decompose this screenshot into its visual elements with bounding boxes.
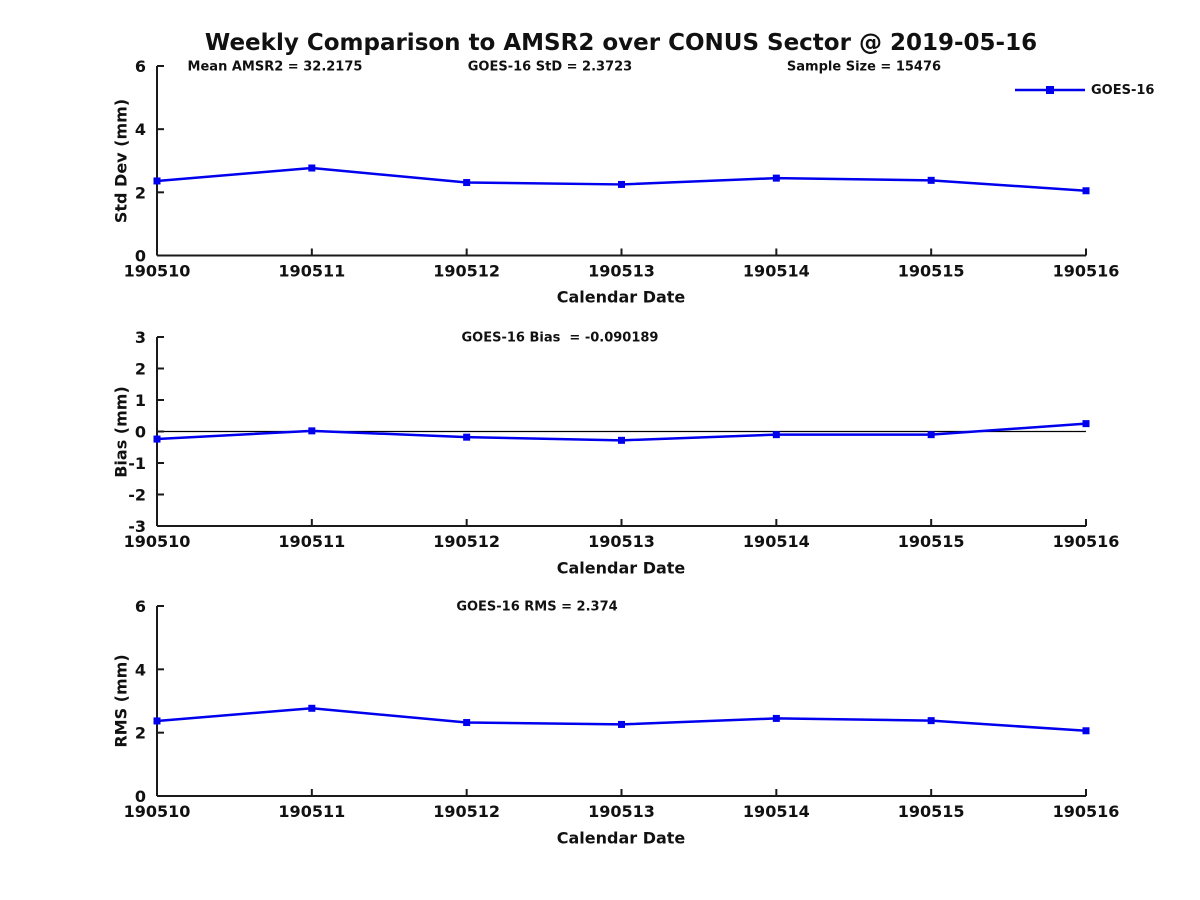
data-point-marker [463, 433, 471, 441]
xlabel-calendar-date-top: Calendar Date [556, 287, 686, 307]
y-tick-label: 6 [135, 597, 146, 616]
data-point-marker [308, 704, 316, 712]
legend-label: GOES-16 [1091, 82, 1155, 98]
ylabel-bias: Bias (mm) [111, 385, 131, 478]
subplot-rms: 190510 190511 190512 190513 190514 190515 1905… [124, 597, 1120, 821]
y-tick-label: 0 [135, 247, 146, 266]
data-point-marker [772, 431, 780, 439]
y-tick-label: 0 [135, 787, 146, 806]
x-tick-label: 190510 [124, 262, 191, 281]
x-tick-label: 190516 [1053, 802, 1120, 821]
ylabel-rms: RMS (mm) [111, 654, 131, 748]
data-point-marker [463, 719, 471, 727]
data-point-marker [927, 431, 935, 439]
subplot-bias: 190510 190511 190512 190513 190514 190515 1905… [124, 328, 1120, 551]
xlabel-calendar-date-bottom: Calendar Date [556, 828, 686, 848]
legend: GOES-16 [1015, 82, 1154, 98]
x-tick-label: 190516 [1053, 532, 1120, 551]
annotation-goes16-bias: GOES-16 Bias = -0.090189 [461, 330, 659, 346]
x-tick-label: 190510 [124, 802, 191, 821]
chart-title: Weekly Comparison to AMSR2 over CONUS Se… [204, 30, 1038, 56]
x-tick-label: 190511 [278, 802, 345, 821]
data-point-marker [308, 164, 316, 172]
y-tick-label: 4 [135, 660, 146, 679]
data-point-marker [153, 435, 161, 443]
data-point-marker [772, 714, 780, 722]
x-tick-label: 190510 [124, 532, 191, 551]
data-point-marker [153, 717, 161, 725]
data-point-marker [1082, 727, 1090, 735]
legend-marker-icon [1046, 86, 1054, 94]
data-point-marker [618, 436, 625, 444]
y-tick-label: 2 [135, 183, 146, 202]
y-tick-label: 2 [135, 360, 146, 379]
x-tick-label: 190515 [898, 262, 965, 281]
x-tick-label: 190511 [278, 532, 345, 551]
ylabel-std-dev: Std Dev (mm) [111, 98, 131, 223]
y-tick-label: -2 [128, 486, 146, 505]
annotation-sample-size: Sample Size = 15476 [786, 59, 942, 75]
x-tick-label: 190513 [588, 262, 655, 281]
y-tick-label: -3 [128, 517, 146, 536]
data-point-marker [1082, 420, 1090, 428]
y-tick-label: 6 [135, 57, 146, 76]
data-point-marker [772, 174, 780, 182]
y-tick-label: 2 [135, 724, 146, 743]
data-point-marker [1082, 187, 1090, 195]
x-tick-label: 190512 [433, 262, 500, 281]
data-point-marker [618, 180, 625, 188]
x-tick-label: 190515 [898, 802, 965, 821]
annotation-goes16-rms: GOES-16 RMS = 2.374 [456, 599, 618, 615]
y-tick-label: 4 [135, 120, 146, 139]
data-point-marker [463, 179, 471, 187]
data-point-marker [308, 427, 316, 435]
x-tick-label: 190514 [743, 532, 810, 551]
data-point-marker [153, 177, 161, 185]
data-point-marker [618, 720, 625, 728]
data-point-marker [927, 717, 935, 725]
subplot-std-dev: 190510 190511 190512 190513 190514 190515 1905… [124, 57, 1120, 281]
x-tick-label: 190513 [588, 532, 655, 551]
y-tick-label: 3 [135, 328, 146, 347]
y-tick-label: -1 [128, 454, 146, 473]
x-tick-label: 190512 [433, 532, 500, 551]
annotation-mean-amsr2: Mean AMSR2 = 32.2175 [187, 59, 363, 75]
y-tick-label: 1 [135, 391, 146, 410]
xlabel-calendar-date-middle: Calendar Date [556, 558, 686, 578]
x-tick-label: 190512 [433, 802, 500, 821]
x-tick-label: 190513 [588, 802, 655, 821]
x-tick-label: 190514 [743, 802, 810, 821]
annotation-goes16-std: GOES-16 StD = 2.3723 [467, 59, 633, 75]
x-tick-label: 190516 [1053, 262, 1120, 281]
x-tick-label: 190511 [278, 262, 345, 281]
x-tick-label: 190514 [743, 262, 810, 281]
y-tick-label: 0 [135, 423, 146, 442]
data-point-marker [927, 176, 935, 184]
x-tick-label: 190515 [898, 532, 965, 551]
legend-swatch [1015, 86, 1085, 94]
